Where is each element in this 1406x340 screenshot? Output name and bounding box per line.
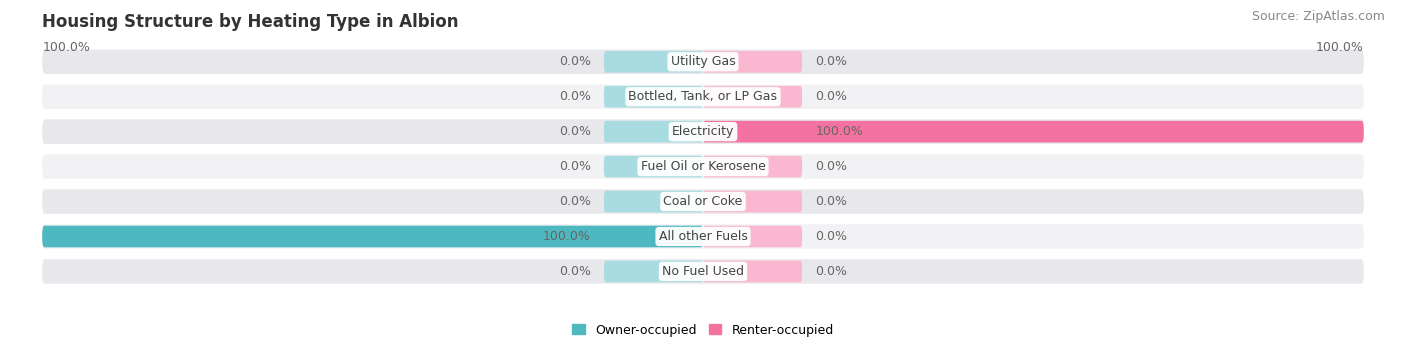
FancyBboxPatch shape: [42, 224, 1364, 249]
FancyBboxPatch shape: [42, 189, 1364, 214]
Text: 0.0%: 0.0%: [815, 90, 848, 103]
FancyBboxPatch shape: [42, 154, 1364, 179]
FancyBboxPatch shape: [605, 260, 703, 282]
Text: 0.0%: 0.0%: [558, 265, 591, 278]
FancyBboxPatch shape: [703, 260, 801, 282]
Text: Utility Gas: Utility Gas: [671, 55, 735, 68]
Text: 0.0%: 0.0%: [558, 90, 591, 103]
FancyBboxPatch shape: [605, 191, 703, 212]
Text: All other Fuels: All other Fuels: [658, 230, 748, 243]
Text: Fuel Oil or Kerosene: Fuel Oil or Kerosene: [641, 160, 765, 173]
Text: 0.0%: 0.0%: [558, 125, 591, 138]
FancyBboxPatch shape: [605, 51, 703, 73]
Text: 0.0%: 0.0%: [558, 160, 591, 173]
Text: 100.0%: 100.0%: [42, 41, 90, 54]
FancyBboxPatch shape: [703, 51, 801, 73]
Text: 0.0%: 0.0%: [815, 230, 848, 243]
Text: 0.0%: 0.0%: [558, 195, 591, 208]
Text: 0.0%: 0.0%: [815, 265, 848, 278]
FancyBboxPatch shape: [703, 191, 801, 212]
Text: 0.0%: 0.0%: [815, 55, 848, 68]
FancyBboxPatch shape: [605, 121, 703, 142]
Legend: Owner-occupied, Renter-occupied: Owner-occupied, Renter-occupied: [568, 319, 838, 340]
Text: 0.0%: 0.0%: [815, 195, 848, 208]
Text: Electricity: Electricity: [672, 125, 734, 138]
Text: 100.0%: 100.0%: [1316, 41, 1364, 54]
FancyBboxPatch shape: [605, 156, 703, 177]
FancyBboxPatch shape: [42, 119, 1364, 144]
FancyBboxPatch shape: [42, 84, 1364, 109]
FancyBboxPatch shape: [703, 156, 801, 177]
FancyBboxPatch shape: [703, 121, 1364, 142]
Text: Housing Structure by Heating Type in Albion: Housing Structure by Heating Type in Alb…: [42, 13, 458, 31]
Text: 100.0%: 100.0%: [815, 125, 863, 138]
Text: Bottled, Tank, or LP Gas: Bottled, Tank, or LP Gas: [628, 90, 778, 103]
Text: No Fuel Used: No Fuel Used: [662, 265, 744, 278]
FancyBboxPatch shape: [42, 259, 1364, 284]
FancyBboxPatch shape: [703, 86, 801, 107]
FancyBboxPatch shape: [42, 50, 1364, 74]
Text: Source: ZipAtlas.com: Source: ZipAtlas.com: [1251, 10, 1385, 23]
Text: 0.0%: 0.0%: [558, 55, 591, 68]
Text: Coal or Coke: Coal or Coke: [664, 195, 742, 208]
FancyBboxPatch shape: [605, 86, 703, 107]
Text: 0.0%: 0.0%: [815, 160, 848, 173]
Text: 100.0%: 100.0%: [543, 230, 591, 243]
FancyBboxPatch shape: [703, 226, 801, 247]
FancyBboxPatch shape: [42, 226, 703, 247]
